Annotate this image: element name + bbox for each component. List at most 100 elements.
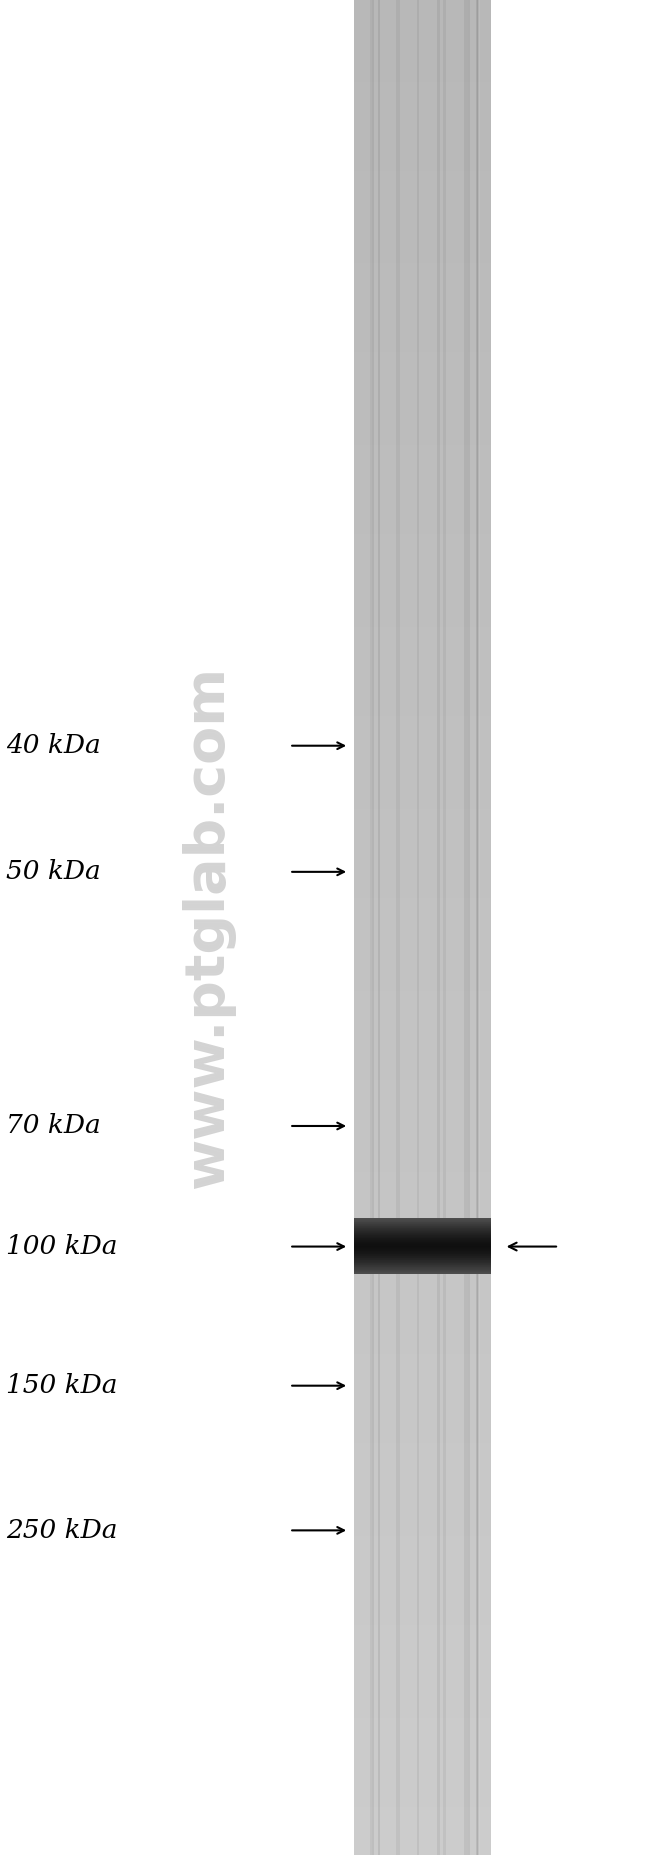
Bar — [354, 1063, 491, 1068]
Bar — [370, 0, 372, 1855]
Bar — [354, 1708, 491, 1714]
Bar — [354, 744, 491, 749]
Bar — [354, 662, 491, 668]
Bar — [354, 896, 491, 902]
Bar — [354, 911, 491, 916]
Bar — [354, 1041, 491, 1046]
Bar — [354, 629, 491, 634]
Bar — [354, 736, 491, 742]
Bar — [354, 521, 491, 527]
Bar — [354, 1849, 491, 1855]
Bar — [354, 1567, 491, 1573]
Bar — [354, 1156, 491, 1161]
Bar — [354, 659, 491, 664]
Bar — [354, 1163, 491, 1169]
Bar — [354, 1827, 491, 1833]
Bar — [354, 1293, 491, 1298]
Bar — [354, 395, 491, 401]
Bar — [354, 607, 491, 612]
Bar — [354, 1527, 491, 1532]
Bar — [354, 1334, 491, 1339]
Bar — [354, 781, 491, 787]
Bar — [354, 469, 491, 475]
Bar — [354, 1471, 491, 1477]
Bar — [354, 811, 491, 816]
Bar — [354, 955, 491, 961]
Bar — [354, 1196, 491, 1202]
Bar — [354, 388, 491, 393]
Bar — [354, 1349, 491, 1354]
Bar — [354, 1553, 491, 1558]
Bar — [354, 325, 491, 330]
Bar — [354, 1760, 491, 1766]
Bar — [354, 243, 491, 249]
Bar — [354, 280, 491, 286]
Bar — [378, 0, 380, 1855]
Bar — [354, 191, 491, 197]
Bar — [354, 1274, 491, 1280]
Bar — [354, 1208, 491, 1213]
Bar — [354, 247, 491, 252]
Bar — [354, 1475, 491, 1480]
Bar — [468, 0, 470, 1855]
Bar — [354, 1682, 491, 1688]
Bar — [354, 1523, 491, 1529]
Bar — [354, 762, 491, 768]
Bar — [354, 1070, 491, 1076]
Bar — [354, 1352, 491, 1358]
Bar — [354, 39, 491, 45]
Bar — [354, 1345, 491, 1350]
Bar — [354, 109, 491, 115]
Bar — [354, 733, 491, 738]
Bar — [354, 647, 491, 653]
Bar — [354, 221, 491, 226]
Bar — [354, 1189, 491, 1195]
Bar — [354, 69, 491, 74]
Bar — [354, 1226, 491, 1232]
Bar — [354, 588, 491, 594]
Bar — [354, 774, 491, 779]
Bar — [354, 1820, 491, 1825]
Bar — [354, 929, 491, 935]
Text: 100 kDa: 100 kDa — [6, 1234, 118, 1260]
Bar — [354, 35, 491, 41]
Bar — [354, 1011, 491, 1017]
Bar — [354, 1516, 491, 1521]
Bar — [354, 1193, 491, 1198]
Bar — [354, 265, 491, 271]
Bar — [354, 1616, 491, 1621]
Bar — [354, 1460, 491, 1465]
Bar — [354, 454, 491, 460]
Bar — [354, 1838, 491, 1844]
Bar — [354, 1096, 491, 1102]
Bar — [354, 24, 491, 30]
Bar — [354, 369, 491, 375]
Bar — [354, 1167, 491, 1172]
Bar — [354, 98, 491, 104]
Bar — [354, 2, 491, 7]
Bar — [354, 117, 491, 122]
Bar — [354, 1842, 491, 1848]
Bar — [464, 0, 467, 1855]
Bar — [354, 1308, 491, 1313]
Bar — [354, 228, 491, 234]
Bar — [354, 1323, 491, 1328]
Bar — [354, 9, 491, 15]
Bar — [354, 1145, 491, 1150]
Bar — [354, 466, 491, 471]
Bar — [354, 1256, 491, 1261]
Bar — [354, 751, 491, 757]
Bar — [354, 673, 491, 679]
Bar — [354, 399, 491, 404]
Bar — [354, 1675, 491, 1681]
Bar — [354, 210, 491, 215]
Bar — [354, 844, 491, 850]
Bar — [354, 1367, 491, 1373]
Bar — [354, 377, 491, 382]
Bar — [354, 150, 491, 156]
Bar — [354, 121, 491, 126]
Bar — [354, 833, 491, 838]
Bar — [354, 907, 491, 913]
Bar — [354, 1286, 491, 1291]
Bar — [354, 477, 491, 482]
